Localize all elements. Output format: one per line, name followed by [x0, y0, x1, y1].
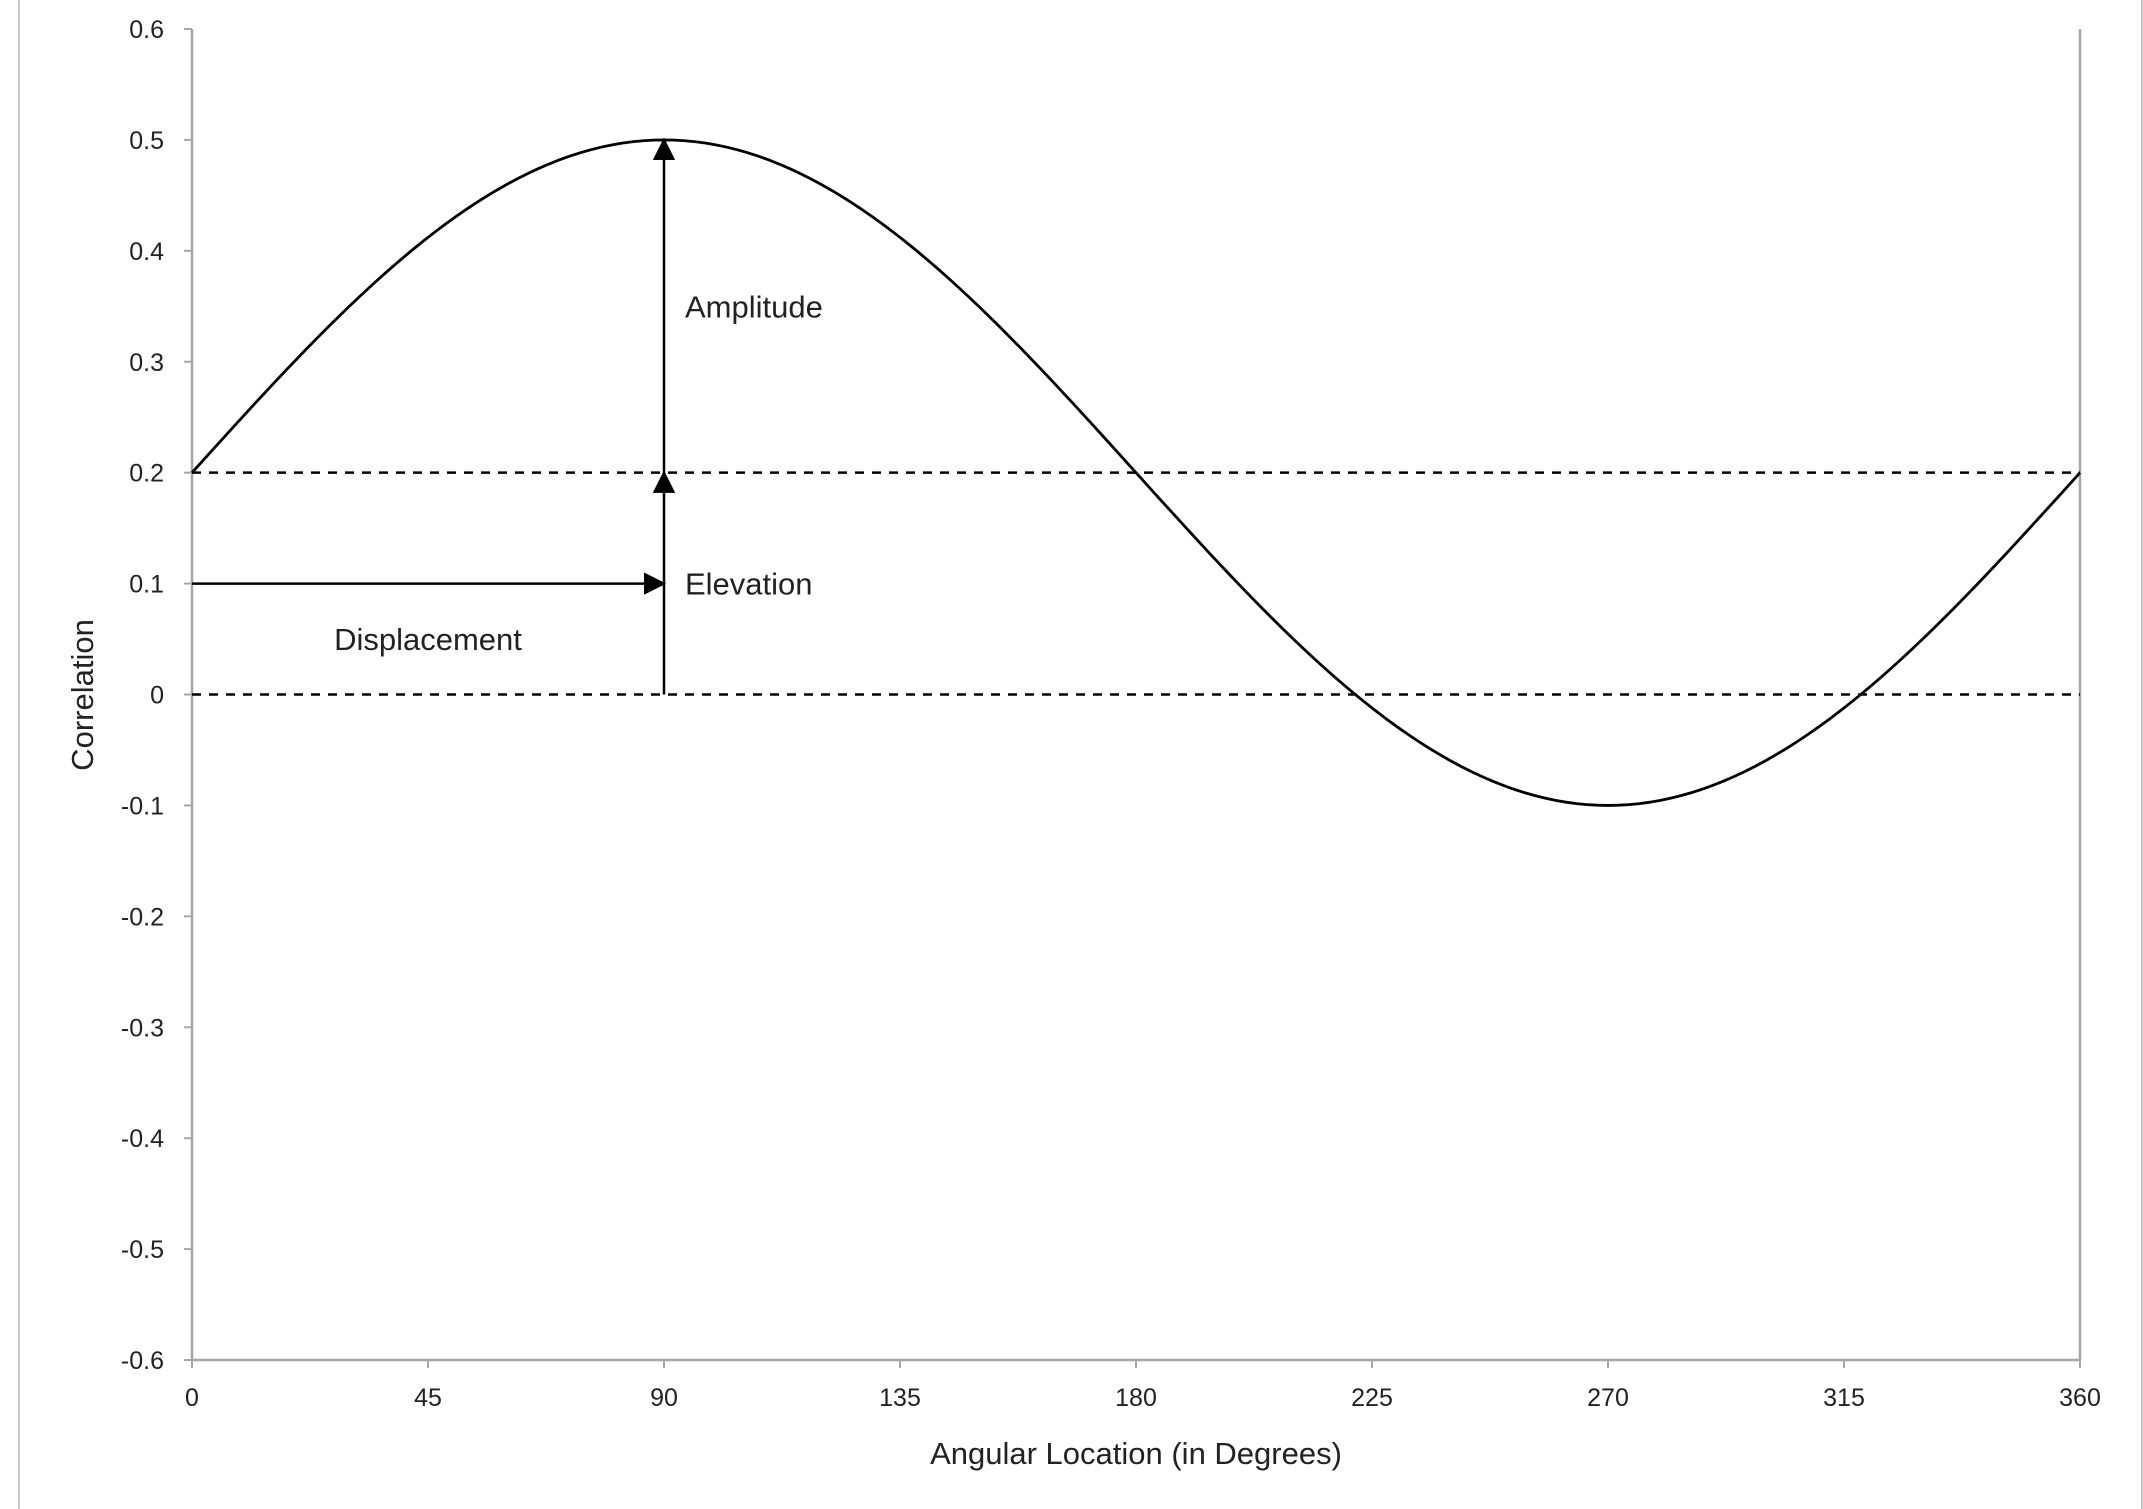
y-tick-label: 0.4	[129, 238, 164, 266]
x-tick-label: 315	[1823, 1384, 1865, 1412]
annotations: Amplitude Elevation Displacement	[334, 289, 823, 657]
x-axis-title: Angular Location (in Degrees)	[930, 1436, 1342, 1471]
y-tick-label: -0.1	[121, 792, 164, 820]
y-tick-label: -0.3	[121, 1014, 164, 1042]
y-tick-label: -0.5	[121, 1236, 164, 1264]
y-tick-label: 0.5	[129, 127, 164, 155]
y-tick-label: 0	[150, 682, 164, 710]
y-tick-label: -0.2	[121, 903, 164, 931]
x-tick-label: 360	[2059, 1384, 2101, 1412]
y-tick-label: 0.1	[129, 571, 164, 599]
displacement-label: Displacement	[334, 622, 522, 657]
y-tick-label: -0.6	[121, 1347, 164, 1375]
sine-curve	[190, 138, 2082, 807]
x-tick-label: 270	[1587, 1384, 1629, 1412]
axes	[184, 28, 2082, 1368]
y-tick-label: 0.6	[129, 16, 164, 44]
y-tick-label: 0.2	[129, 460, 164, 488]
x-tick-label: 180	[1115, 1384, 1157, 1412]
x-tick-label: 135	[879, 1384, 921, 1412]
y-tick-label: 0.3	[129, 349, 164, 377]
chart-frame	[18, 0, 2143, 1509]
x-tick-label: 45	[414, 1384, 442, 1412]
curve-layer	[190, 138, 2082, 807]
elevation-label: Elevation	[685, 567, 813, 602]
tick-labels: 0.6 0.5 0.4 0.3 0.2 0.1 0 -0.1 -0.2 -0.3 -0.4 -0.5 -…	[121, 16, 2101, 1412]
x-tick-label: 225	[1351, 1384, 1393, 1412]
x-tick-label: 90	[650, 1384, 678, 1412]
x-tick-label: 0	[185, 1384, 199, 1412]
amplitude-label: Amplitude	[685, 289, 823, 324]
y-axis-title: Correlation	[65, 619, 100, 771]
arrow-layer	[192, 137, 676, 695]
y-tick-label: -0.4	[121, 1125, 164, 1153]
